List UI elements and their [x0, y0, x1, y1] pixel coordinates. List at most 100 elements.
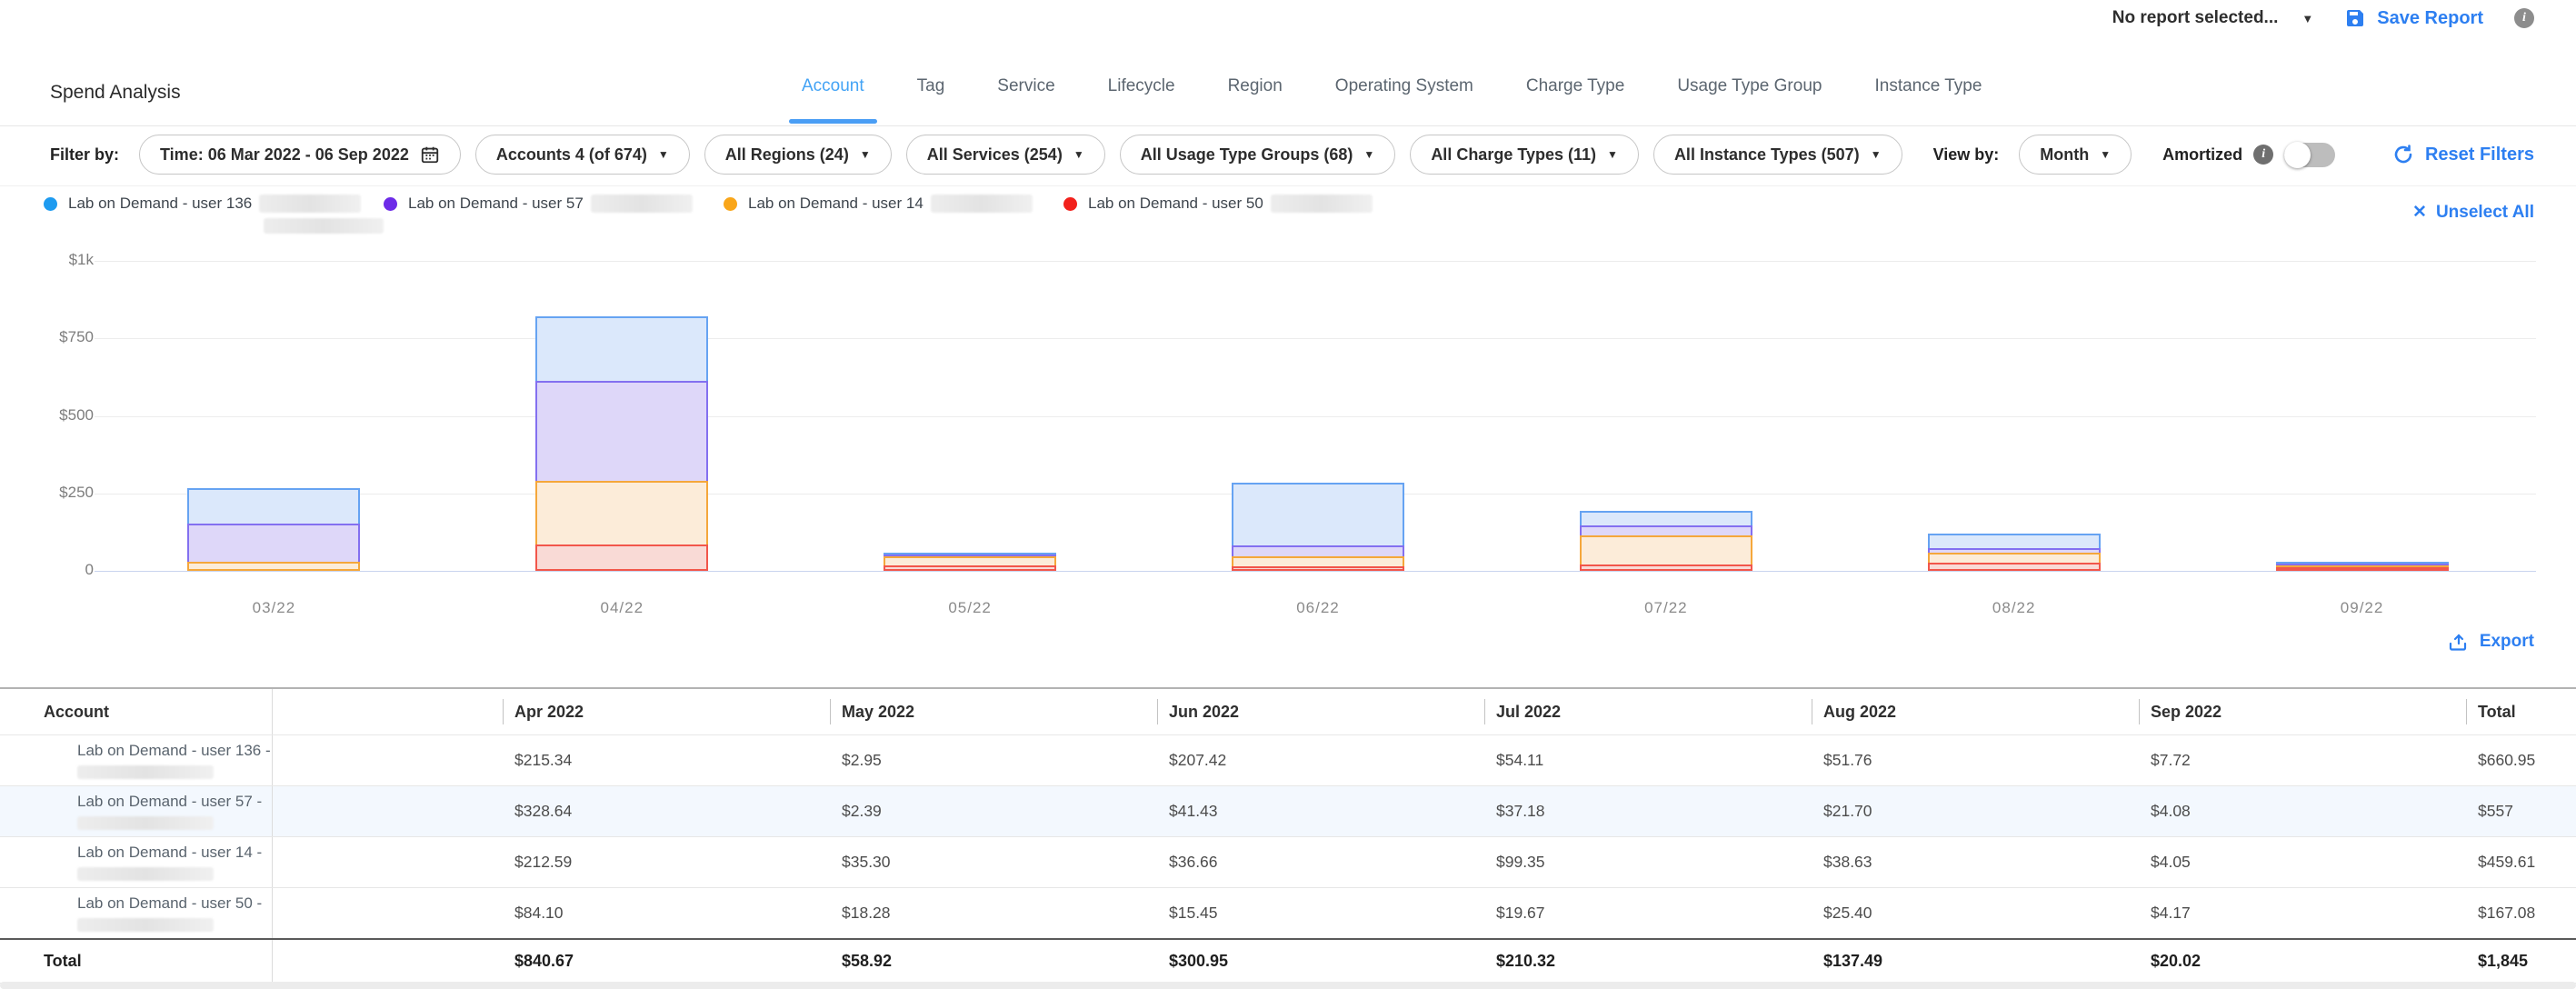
- spend-value-cell: $25.40: [1823, 904, 1872, 922]
- bar-segment-lab-on-demand-user-50[interactable]: [1232, 566, 1404, 571]
- x-axis-tick-label: 08/22: [1992, 599, 2036, 616]
- tab-instance-type[interactable]: Instance Type: [1874, 76, 1982, 124]
- tab-charge-type[interactable]: Charge Type: [1526, 76, 1624, 124]
- x-axis-tick-label: 06/22: [1296, 599, 1340, 616]
- stacked-bar-04-22[interactable]: [535, 316, 709, 571]
- tab-account[interactable]: Account: [789, 76, 877, 124]
- report-selector-dropdown[interactable]: No report selected... ▼: [2112, 8, 2314, 28]
- report-selector-value: No report selected...: [2112, 8, 2279, 27]
- legend-item-lab-on-demand-user-14[interactable]: Lab on Demand - user 14: [724, 195, 1063, 234]
- legend-line: Lab on Demand - user 50: [1088, 195, 1373, 213]
- table-row[interactable]: Lab on Demand - user 50 - $84.10 $18.28 $15…: [0, 887, 2576, 938]
- spend-value-cell: $99.35: [1496, 853, 1545, 871]
- tab-service[interactable]: Service: [997, 76, 1054, 124]
- legend-item-lab-on-demand-user-50[interactable]: Lab on Demand - user 50: [1063, 195, 1403, 234]
- save-report-button[interactable]: Save Report: [2344, 7, 2483, 29]
- chevron-down-icon: ▼: [859, 148, 871, 161]
- filter-pill-all-regions-24[interactable]: All Regions (24) ▼: [704, 135, 892, 175]
- legend-text-block: Lab on Demand - user 57: [408, 195, 693, 213]
- bar-segment-lab-on-demand-user-14[interactable]: [1579, 535, 1752, 566]
- x-axis-tick-label: 05/22: [948, 599, 992, 616]
- spend-value-cell: $4.08: [2151, 802, 2191, 820]
- top-bar: No report selected... ▼ Save Report i: [2112, 7, 2534, 29]
- chevron-down-icon: ▼: [1870, 148, 1882, 161]
- account-name: Lab on Demand - user 136 -: [77, 742, 271, 759]
- bar-segment-lab-on-demand-user-14[interactable]: [187, 562, 361, 571]
- filter-pill-accounts-4-of-674[interactable]: Accounts 4 (of 674) ▼: [474, 135, 690, 175]
- amortized-info-icon[interactable]: i: [2253, 145, 2274, 165]
- bar-segment-lab-on-demand-user-136[interactable]: [535, 316, 709, 383]
- tab-tag[interactable]: Tag: [917, 76, 945, 124]
- horizontal-scrollbar[interactable]: [0, 982, 2576, 989]
- active-tab-underline: [1323, 119, 1486, 124]
- stacked-bar-09-22[interactable]: [2275, 562, 2449, 571]
- column-header-sep-2022: Sep 2022: [2139, 698, 2466, 724]
- stacked-bar-07-22[interactable]: [1579, 511, 1752, 571]
- filter-pill-all-charge-types-11[interactable]: All Charge Types (11) ▼: [1410, 135, 1639, 175]
- total-value-cell: $300.95: [1169, 952, 1229, 970]
- tab-region[interactable]: Region: [1228, 76, 1283, 124]
- legend-item-lab-on-demand-user-136[interactable]: Lab on Demand - user 136: [44, 195, 384, 234]
- legend-text-block: Lab on Demand - user 50: [1088, 195, 1373, 213]
- stacked-bar-05-22[interactable]: [884, 553, 1057, 571]
- spend-table: Account Apr 2022 May 2022 Jun 2022 Jul 2022 A…: [0, 687, 2576, 984]
- legend-label: Lab on Demand - user 136: [68, 195, 253, 212]
- bar-segment-lab-on-demand-user-14[interactable]: [535, 481, 709, 546]
- bar-segment-lab-on-demand-user-57[interactable]: [535, 381, 709, 483]
- bar-segment-lab-on-demand-user-50[interactable]: [1579, 564, 1752, 571]
- legend-line: Lab on Demand - user 57: [408, 195, 693, 213]
- bar-segment-lab-on-demand-user-50[interactable]: [1927, 563, 2101, 571]
- y-axis-tick-label: 0: [85, 561, 94, 578]
- column-header-jun-2022: Jun 2022: [1157, 698, 1484, 724]
- stacked-bar-03-22[interactable]: [187, 488, 361, 571]
- view-by-dropdown[interactable]: Month ▼: [2019, 135, 2132, 175]
- filter-pill-all-services-254[interactable]: All Services (254) ▼: [905, 135, 1105, 175]
- account-cell: Lab on Demand - user 14 -: [0, 837, 273, 887]
- legend-item-lab-on-demand-user-57[interactable]: Lab on Demand - user 57: [384, 195, 724, 234]
- stacked-bar-08-22[interactable]: [1927, 534, 2101, 571]
- save-report-label: Save Report: [2377, 7, 2483, 28]
- spend-value-cell: $37.18: [1496, 802, 1545, 820]
- active-tab-underline: [1513, 119, 1637, 124]
- x-axis-tick-label: 04/22: [600, 599, 644, 616]
- column-header-label: Aug 2022: [1812, 698, 1897, 724]
- bar-segment-lab-on-demand-user-136[interactable]: [1232, 483, 1404, 547]
- tab-lifecycle[interactable]: Lifecycle: [1108, 76, 1175, 124]
- column-header-apr-2022: Apr 2022: [503, 698, 830, 724]
- active-tab-underline: [1664, 119, 1834, 124]
- table-row[interactable]: Lab on Demand - user 57 - $328.64 $2.39 $41…: [0, 785, 2576, 836]
- stacked-bar-06-22[interactable]: [1232, 483, 1404, 571]
- time-filter-pill[interactable]: Time: 06 Mar 2022 - 06 Sep 2022: [139, 135, 461, 175]
- bar-segment-lab-on-demand-user-136[interactable]: [187, 488, 361, 525]
- filter-pill-all-instance-types-507[interactable]: All Instance Types (507) ▼: [1652, 135, 1902, 175]
- table-row[interactable]: Lab on Demand - user 136 - $215.34 $2.95 $2…: [0, 734, 2576, 785]
- view-by-label: View by:: [1932, 145, 2000, 164]
- active-tab-underline: [1862, 119, 1994, 124]
- chart-plot-area: $1k $750 $500 $250 0 03/22 04/22 05/22 06/22 07/2…: [59, 251, 2536, 616]
- total-value-cell: $1,845: [2478, 952, 2529, 970]
- chevron-down-icon: ▼: [1073, 148, 1084, 161]
- unselect-all-button[interactable]: ✕ Unselect All: [2412, 202, 2534, 223]
- tab-usage-type-group[interactable]: Usage Type Group: [1677, 76, 1822, 124]
- table-row[interactable]: Lab on Demand - user 14 - $212.59 $35.30 $3…: [0, 836, 2576, 887]
- x-axis-tick-label: 03/22: [252, 599, 296, 616]
- account-cell: Lab on Demand - user 136 -: [0, 735, 273, 785]
- bar-segment-lab-on-demand-user-57[interactable]: [187, 524, 361, 564]
- tab-operating-system[interactable]: Operating System: [1335, 76, 1473, 124]
- total-value-cell: $840.67: [514, 952, 574, 970]
- active-tab-underline: [904, 119, 958, 124]
- column-header-may-2022: May 2022: [830, 698, 1157, 724]
- bar-segment-lab-on-demand-user-50[interactable]: [884, 565, 1057, 571]
- total-label-cell: Total: [0, 940, 273, 983]
- reset-filters-button[interactable]: Reset Filters: [2392, 144, 2534, 165]
- spend-value-cell: $2.95: [842, 751, 882, 769]
- export-button[interactable]: Export: [2447, 631, 2534, 653]
- bar-segment-lab-on-demand-user-50[interactable]: [2275, 567, 2449, 571]
- amortized-toggle[interactable]: [2284, 141, 2336, 168]
- filter-pill-all-usage-type-groups-68[interactable]: All Usage Type Groups (68) ▼: [1119, 135, 1396, 175]
- legend-text-block: Lab on Demand - user 14: [748, 195, 1033, 213]
- bar-segment-lab-on-demand-user-50[interactable]: [535, 544, 709, 571]
- chevron-down-icon: ▼: [1363, 148, 1375, 161]
- info-icon[interactable]: i: [2514, 8, 2534, 28]
